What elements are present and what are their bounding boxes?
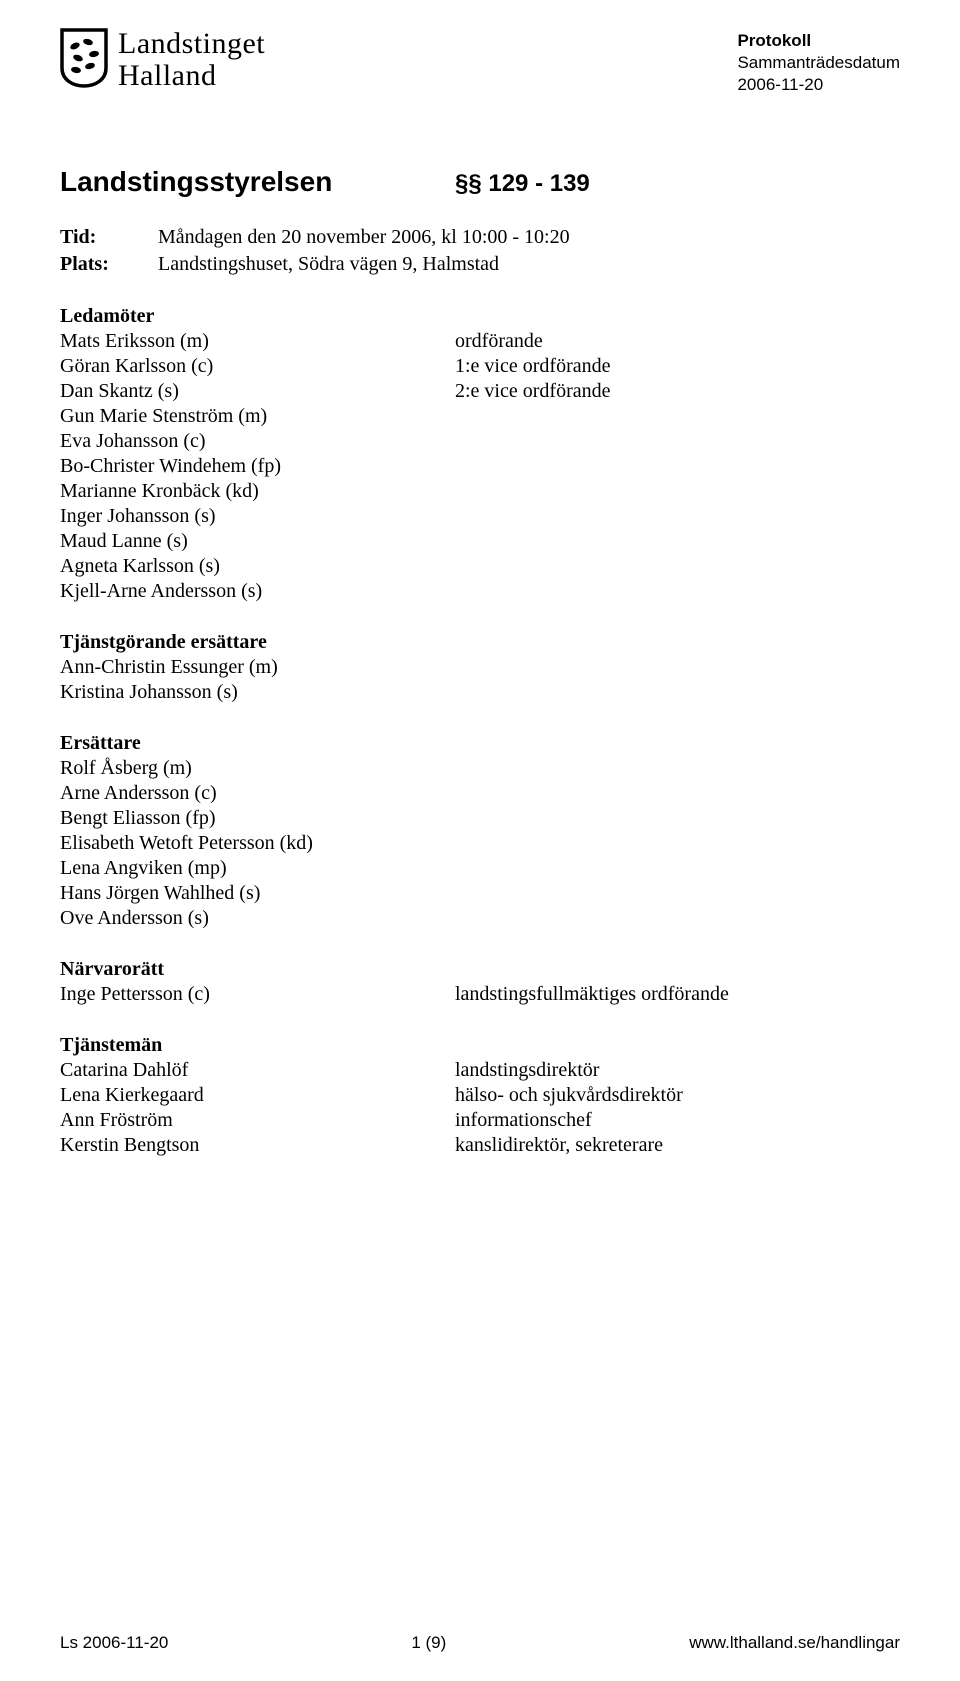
logo-line-2: Halland xyxy=(118,60,265,92)
plats-label: Plats: xyxy=(60,253,158,276)
footer-left: Ls 2006-11-20 xyxy=(60,1633,168,1653)
person-role: 2:e vice ordförande xyxy=(455,379,900,404)
person-name: Gun Marie Stenström (m) xyxy=(60,404,455,429)
person-name: Lena Kierkegaard xyxy=(60,1083,455,1108)
person-row: Rolf Åsberg (m) xyxy=(60,756,900,781)
person-name: Bo-Christer Windehem (fp) xyxy=(60,454,455,479)
header-date: 2006-11-20 xyxy=(737,74,900,96)
person-role xyxy=(455,479,900,504)
person-row: Mats Eriksson (m)ordförande xyxy=(60,329,900,354)
ledamoter-heading: Ledamöter xyxy=(60,304,900,329)
person-role xyxy=(455,429,900,454)
person-row: Maud Lanne (s) xyxy=(60,529,900,554)
person-name: Ann Fröström xyxy=(60,1108,455,1133)
tjansteman-list: Catarina DahlöflandstingsdirektörLena Ki… xyxy=(60,1058,900,1158)
person-row: Kjell-Arne Andersson (s) xyxy=(60,579,900,604)
person-row: Gun Marie Stenström (m) xyxy=(60,404,900,429)
person-row: Göran Karlsson (c)1:e vice ordförande xyxy=(60,354,900,379)
person-row: Ann Fröströminformationschef xyxy=(60,1108,900,1133)
ersattare-heading: Ersättare xyxy=(60,731,900,756)
paragraph-range: §§ 129 - 139 xyxy=(455,170,590,198)
section-tjansteman: Tjänstemän Catarina Dahlöflandstingsdire… xyxy=(60,1033,900,1158)
person-role xyxy=(455,554,900,579)
person-role: landstingsdirektör xyxy=(455,1058,900,1083)
logo-text: Landstinget Halland xyxy=(118,28,265,91)
person-row: Bengt Eliasson (fp) xyxy=(60,806,900,831)
person-role xyxy=(455,504,900,529)
person-name: Mats Eriksson (m) xyxy=(60,329,455,354)
meeting-info: Tid: Måndagen den 20 november 2006, kl 1… xyxy=(60,226,900,276)
person-name: Agneta Karlsson (s) xyxy=(60,554,455,579)
section-tjanstgorande: Tjänstgörande ersättare Ann-Christin Ess… xyxy=(60,630,900,705)
narvaroratt-heading: Närvarorätt xyxy=(60,957,900,982)
person-name: Dan Skantz (s) xyxy=(60,379,455,404)
ledamoter-list: Mats Eriksson (m)ordförandeGöran Karlsso… xyxy=(60,329,900,604)
tjansteman-heading: Tjänstemän xyxy=(60,1033,900,1058)
person-role: 1:e vice ordförande xyxy=(455,354,900,379)
person-row: Kristina Johansson (s) xyxy=(60,680,900,705)
person-row: Hans Jörgen Wahlhed (s) xyxy=(60,881,900,906)
person-row: Ove Andersson (s) xyxy=(60,906,900,931)
halland-shield-icon xyxy=(60,28,108,88)
header-meta: Protokoll Sammanträdesdatum 2006-11-20 xyxy=(737,28,900,96)
logo-area: Landstinget Halland xyxy=(60,28,737,91)
person-name: Marianne Kronbäck (kd) xyxy=(60,479,455,504)
section-ledamoter: Ledamöter Mats Eriksson (m)ordförandeGör… xyxy=(60,304,900,604)
header-subhead: Sammanträdesdatum xyxy=(737,52,900,74)
person-role xyxy=(455,529,900,554)
person-name: Eva Johansson (c) xyxy=(60,429,455,454)
info-row-plats: Plats: Landstingshuset, Södra vägen 9, H… xyxy=(60,253,900,276)
footer-center: 1 (9) xyxy=(411,1633,446,1653)
narvaroratt-list: Inge Pettersson (c)landstingsfullmäktige… xyxy=(60,982,900,1007)
person-row: Elisabeth Wetoft Petersson (kd) xyxy=(60,831,900,856)
person-name: Maud Lanne (s) xyxy=(60,529,455,554)
document-title: Landstingsstyrelsen xyxy=(60,166,455,198)
person-row: Eva Johansson (c) xyxy=(60,429,900,454)
person-role: ordförande xyxy=(455,329,900,354)
tjanstgorande-list: Ann-Christin Essunger (m)Kristina Johans… xyxy=(60,655,900,705)
tjanstgorande-heading: Tjänstgörande ersättare xyxy=(60,630,900,655)
person-role: landstingsfullmäktiges ordförande xyxy=(455,982,900,1007)
section-ersattare: Ersättare Rolf Åsberg (m)Arne Andersson … xyxy=(60,731,900,931)
person-row: Catarina Dahlöflandstingsdirektör xyxy=(60,1058,900,1083)
person-name: Göran Karlsson (c) xyxy=(60,354,455,379)
person-row: Lena Angviken (mp) xyxy=(60,856,900,881)
info-row-tid: Tid: Måndagen den 20 november 2006, kl 1… xyxy=(60,226,900,249)
person-name: Catarina Dahlöf xyxy=(60,1058,455,1083)
person-row: Bo-Christer Windehem (fp) xyxy=(60,454,900,479)
person-row: Ann-Christin Essunger (m) xyxy=(60,655,900,680)
tid-value: Måndagen den 20 november 2006, kl 10:00 … xyxy=(158,226,570,249)
person-name: Inger Johansson (s) xyxy=(60,504,455,529)
header-protokoll: Protokoll xyxy=(737,30,900,52)
person-row: Lena Kierkegaardhälso- och sjukvårdsdire… xyxy=(60,1083,900,1108)
person-row: Agneta Karlsson (s) xyxy=(60,554,900,579)
person-role xyxy=(455,404,900,429)
person-role xyxy=(455,454,900,479)
person-row: Marianne Kronbäck (kd) xyxy=(60,479,900,504)
person-row: Dan Skantz (s)2:e vice ordförande xyxy=(60,379,900,404)
footer-right: www.lthalland.se/handlingar xyxy=(689,1633,900,1653)
person-role: hälso- och sjukvårdsdirektör xyxy=(455,1083,900,1108)
person-row: Inger Johansson (s) xyxy=(60,504,900,529)
tid-label: Tid: xyxy=(60,226,158,249)
person-row: Inge Pettersson (c)landstingsfullmäktige… xyxy=(60,982,900,1007)
person-role xyxy=(455,579,900,604)
person-role: informationschef xyxy=(455,1108,900,1133)
ersattare-list: Rolf Åsberg (m)Arne Andersson (c)Bengt E… xyxy=(60,756,900,931)
document-header: Landstinget Halland Protokoll Sammanträd… xyxy=(60,28,900,96)
page-footer: Ls 2006-11-20 1 (9) www.lthalland.se/han… xyxy=(60,1633,900,1653)
person-name: Kerstin Bengtson xyxy=(60,1133,455,1158)
title-row: Landstingsstyrelsen §§ 129 - 139 xyxy=(60,166,900,198)
logo-line-1: Landstinget xyxy=(118,28,265,60)
plats-value: Landstingshuset, Södra vägen 9, Halmstad xyxy=(158,253,499,276)
section-narvaroratt: Närvarorätt Inge Pettersson (c)landsting… xyxy=(60,957,900,1007)
person-name: Kjell-Arne Andersson (s) xyxy=(60,579,455,604)
person-role: kanslidirektör, sekreterare xyxy=(455,1133,900,1158)
person-row: Arne Andersson (c) xyxy=(60,781,900,806)
person-row: Kerstin Bengtsonkanslidirektör, sekreter… xyxy=(60,1133,900,1158)
person-name: Inge Pettersson (c) xyxy=(60,982,455,1007)
